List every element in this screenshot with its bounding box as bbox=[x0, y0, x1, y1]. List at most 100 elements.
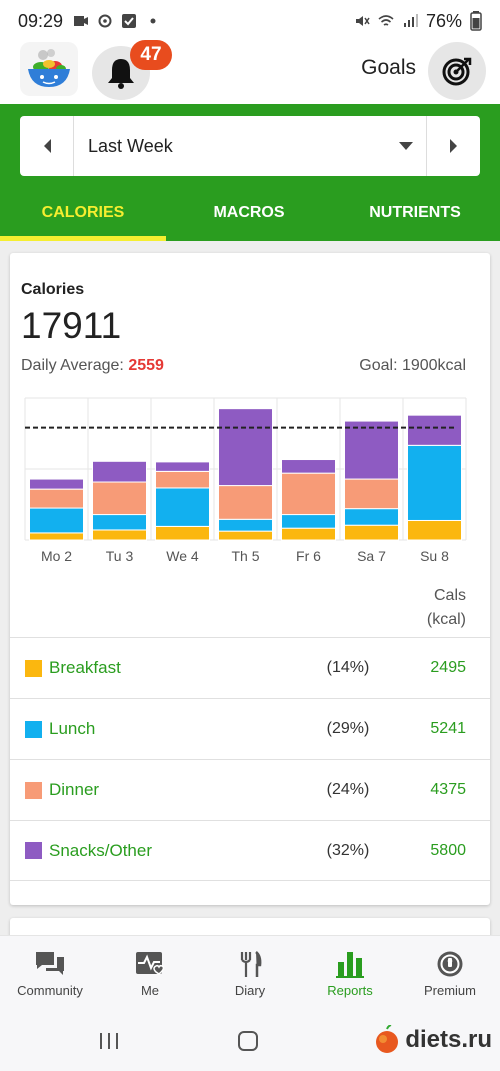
meal-kcal: 2495 bbox=[430, 659, 466, 676]
nav-diary[interactable]: Diary bbox=[200, 936, 300, 1011]
meal-row-snacks[interactable]: Snacks/Other (32%) 5800 bbox=[10, 820, 490, 881]
nav-label: Me bbox=[140, 983, 160, 998]
breakfast-swatch bbox=[25, 659, 42, 677]
x-tick-label: Sa 7 bbox=[357, 548, 386, 564]
caret-right-icon bbox=[449, 139, 457, 153]
premium-badge-icon bbox=[437, 951, 463, 977]
x-tick-label: Th 5 bbox=[231, 548, 259, 564]
meal-percent: (14%) bbox=[326, 659, 370, 676]
bar-segment-lunch[interactable] bbox=[344, 508, 399, 526]
snacks-swatch bbox=[25, 842, 42, 859]
bar-segment-snacks-other[interactable] bbox=[92, 460, 147, 483]
bar-segment-breakfast[interactable] bbox=[281, 527, 336, 541]
bar-segment-dinner[interactable] bbox=[218, 485, 273, 520]
next-period-button[interactable] bbox=[426, 116, 480, 176]
report-controls: Last Week CALORIES MACROS NUTRIENTS bbox=[0, 104, 500, 241]
period-dropdown-button[interactable] bbox=[386, 141, 426, 151]
goals-label[interactable]: Goals bbox=[361, 56, 416, 79]
calories-chart[interactable]: Mo 2 Tu 3 We 4 Th 5 Fr 6 Sa 7 Su 8 bbox=[10, 391, 490, 576]
bar-segment-snacks-other[interactable] bbox=[155, 461, 210, 472]
meal-name[interactable]: Dinner bbox=[49, 780, 100, 799]
bottom-navigation: Community Me Diary Reports Pr bbox=[0, 935, 500, 1011]
bar-segment-dinner[interactable] bbox=[155, 470, 210, 489]
bar-segment-lunch[interactable] bbox=[218, 518, 273, 532]
recent-apps-icon[interactable] bbox=[98, 1031, 120, 1051]
daily-average: Daily Average: 2559 bbox=[21, 357, 164, 375]
app-logo[interactable] bbox=[20, 42, 78, 96]
dinner-swatch bbox=[25, 781, 42, 799]
goals-button[interactable] bbox=[428, 42, 486, 100]
meal-row-dinner[interactable]: Dinner (24%) 4375 bbox=[10, 759, 490, 820]
nav-label: Diary bbox=[234, 983, 266, 998]
card-title: Calories bbox=[21, 281, 85, 298]
meal-kcal: 4375 bbox=[430, 781, 466, 798]
video-call-icon bbox=[74, 16, 89, 26]
bar-segment-breakfast[interactable] bbox=[344, 524, 399, 541]
mute-icon bbox=[355, 16, 370, 26]
tab-macros[interactable]: MACROS bbox=[213, 204, 285, 221]
bar-segment-dinner[interactable] bbox=[281, 472, 336, 516]
salad-bowl-icon bbox=[28, 49, 70, 87]
app-header: 47 Goals bbox=[0, 40, 500, 104]
dot-icon bbox=[150, 18, 156, 24]
bar-segment-lunch[interactable] bbox=[407, 444, 462, 521]
previous-period-button[interactable] bbox=[20, 116, 74, 176]
cals-header-line2: (kcal) bbox=[426, 611, 466, 628]
nav-community[interactable]: Community bbox=[0, 936, 100, 1011]
bar-segment-dinner[interactable] bbox=[29, 488, 84, 509]
goal-text: Goal: 1900kcal bbox=[359, 357, 466, 374]
battery-icon bbox=[470, 11, 482, 31]
bar-chart-icon bbox=[336, 952, 364, 978]
meal-row-lunch[interactable]: Lunch (29%) 5241 bbox=[10, 698, 490, 759]
status-bar: 09:29 76% bbox=[0, 0, 500, 42]
total-calories: 17911 bbox=[21, 305, 122, 346]
bar-segment-snacks-other[interactable] bbox=[407, 414, 462, 446]
status-time: 09:29 bbox=[18, 10, 64, 31]
bar-segment-breakfast[interactable] bbox=[218, 530, 273, 541]
bar-segment-lunch[interactable] bbox=[155, 487, 210, 527]
meal-name[interactable]: Snacks/Other bbox=[49, 840, 152, 860]
x-tick-label: We 4 bbox=[166, 548, 199, 564]
meal-name[interactable]: Breakfast bbox=[49, 658, 121, 677]
notification-badge: 47 bbox=[130, 40, 172, 70]
sync-icon bbox=[98, 14, 112, 28]
nav-reports[interactable]: Reports bbox=[300, 936, 400, 1011]
bar-segment-breakfast[interactable] bbox=[155, 525, 210, 541]
nav-me[interactable]: Me bbox=[100, 936, 200, 1011]
diets-watermark: diets.ru bbox=[373, 1025, 492, 1055]
x-tick-label: Tu 3 bbox=[106, 548, 134, 564]
tab-nutrients[interactable]: NUTRIENTS bbox=[369, 204, 461, 221]
nav-label: Premium bbox=[423, 983, 476, 998]
meal-name[interactable]: Lunch bbox=[49, 719, 96, 738]
meal-row-breakfast[interactable]: Breakfast (14%) 2495 bbox=[10, 637, 490, 698]
bar-segment-dinner[interactable] bbox=[344, 478, 399, 510]
bar-segment-snacks-other[interactable] bbox=[344, 420, 399, 480]
watermark-text: diets.ru bbox=[405, 1026, 492, 1053]
calories-card: Calories 17911 Daily Average: 2559 Goal:… bbox=[10, 253, 490, 905]
x-tick-label: Fr 6 bbox=[296, 548, 321, 564]
tab-calories[interactable]: CALORIES bbox=[0, 188, 166, 241]
home-button[interactable] bbox=[238, 1031, 258, 1051]
bar-segment-lunch[interactable] bbox=[281, 514, 336, 529]
target-icon bbox=[442, 57, 472, 86]
period-label[interactable]: Last Week bbox=[88, 135, 173, 156]
bar-segment-lunch[interactable] bbox=[92, 514, 147, 531]
fork-knife-icon bbox=[240, 951, 262, 977]
meal-percent: (24%) bbox=[326, 781, 370, 798]
bar-segment-snacks-other[interactable] bbox=[281, 459, 336, 474]
bar-segment-breakfast[interactable] bbox=[92, 529, 147, 541]
bar-segment-breakfast[interactable] bbox=[29, 532, 84, 541]
daily-average-label: Daily Average: bbox=[21, 357, 124, 374]
bar-segment-lunch[interactable] bbox=[29, 507, 84, 534]
nav-premium[interactable]: Premium bbox=[400, 936, 500, 1011]
report-tabs: CALORIES MACROS NUTRIENTS bbox=[0, 188, 500, 241]
x-tick-label: Su 8 bbox=[420, 548, 449, 564]
meal-kcal: 5800 bbox=[430, 841, 466, 859]
caret-down-icon bbox=[399, 142, 413, 150]
bar-segment-snacks-other[interactable] bbox=[218, 408, 273, 487]
bar-segment-breakfast[interactable] bbox=[407, 519, 462, 541]
bar-segment-dinner[interactable] bbox=[92, 481, 147, 516]
bell-icon bbox=[108, 59, 134, 89]
bar-segment-snacks-other[interactable] bbox=[29, 478, 84, 490]
apple-icon bbox=[376, 1025, 399, 1053]
